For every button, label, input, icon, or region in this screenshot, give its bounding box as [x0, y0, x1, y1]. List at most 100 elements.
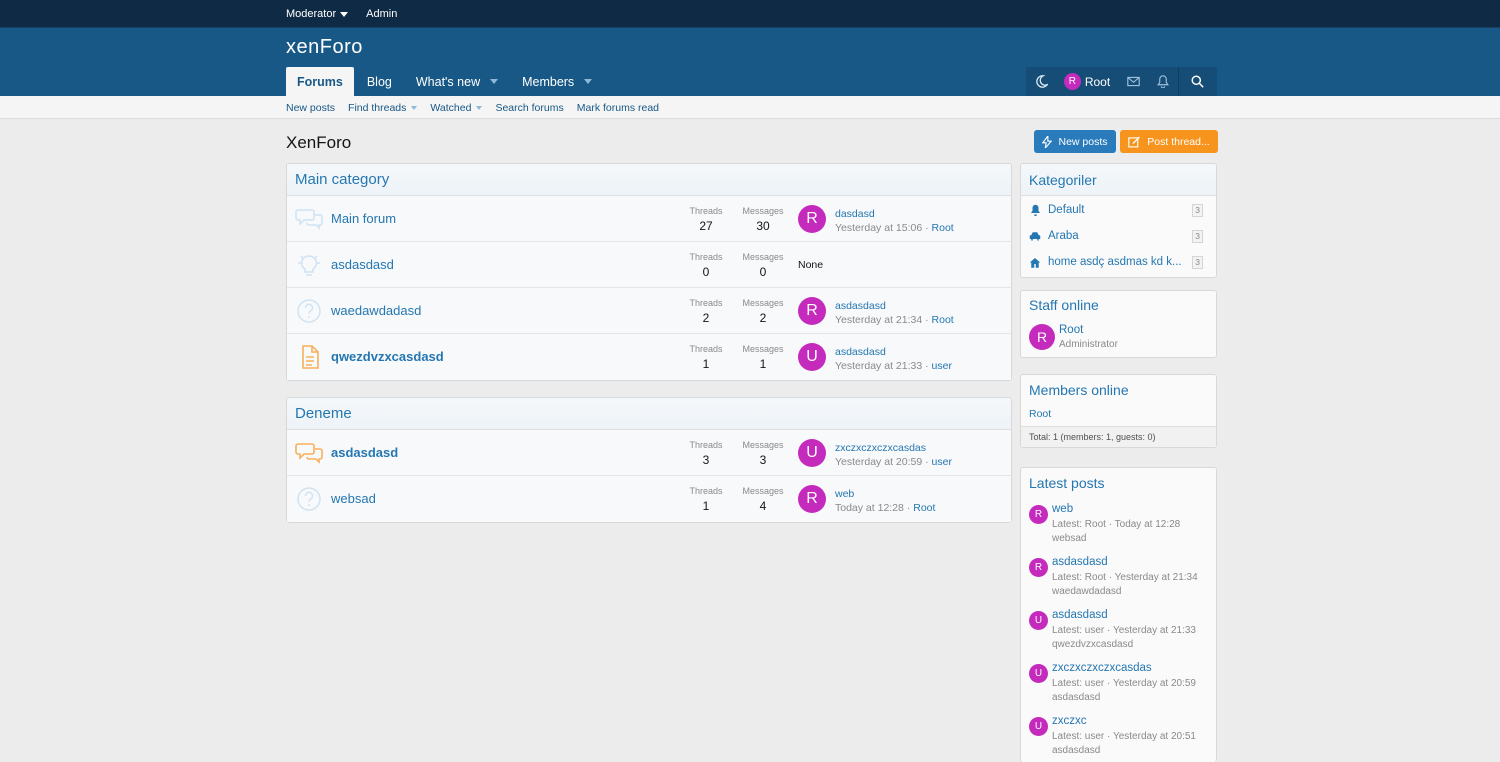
search-button[interactable] — [1178, 67, 1216, 96]
site-logo[interactable]: xenForo — [286, 36, 363, 58]
last-post-none: None — [798, 259, 824, 271]
watched-link[interactable]: Watched — [430, 102, 483, 114]
latest-post-forum[interactable]: waedawdadasd — [1052, 586, 1122, 597]
new-posts-link[interactable]: New posts — [286, 101, 336, 114]
messages-count: 1 — [759, 357, 767, 371]
count-badge: 3 — [1192, 204, 1203, 217]
tab-forums[interactable]: Forums — [286, 67, 354, 96]
kategoriler-widget: Kategoriler Default 3 Araba 3 home asdç … — [1020, 163, 1217, 278]
account-button[interactable]: R Root — [1056, 67, 1118, 96]
latest-post-forum[interactable]: qwezdvzxcasdasd — [1052, 639, 1134, 650]
forum-node: Main forum Threads 27 Messages 30 R dasdas… — [287, 196, 1011, 242]
category-block: Deneme asdasdasd Threads 3 Messages 3 U zx… — [286, 397, 1012, 523]
forum-title[interactable]: qwezdvzxcasdasd — [331, 349, 444, 364]
last-post-title[interactable]: web — [835, 488, 855, 500]
bell-icon — [1157, 75, 1169, 88]
avatar[interactable]: R — [1029, 505, 1048, 524]
members-online-widget: Members online Root Total: 1 (members: 1… — [1020, 374, 1217, 448]
page-title: XenForo — [286, 133, 352, 152]
chevron-down-icon[interactable] — [490, 79, 499, 84]
threads-count: 2 — [702, 311, 710, 325]
last-post-user[interactable]: Root — [931, 222, 954, 234]
forum-title[interactable]: asdasdasd — [331, 445, 399, 460]
avatar[interactable]: U — [798, 439, 826, 467]
forum-node: asdasdasd Threads 3 Messages 3 U zxczxczxc… — [287, 430, 1011, 476]
post-thread-button[interactable]: Post thread... — [1120, 130, 1218, 153]
category-link-default[interactable]: Default 3 — [1021, 197, 1216, 223]
chevron-down-icon — [411, 105, 418, 110]
forum-node: websad Threads 1 Messages 4 R web Today at… — [287, 476, 1011, 522]
category-link-home[interactable]: home asdç asdmas kd k... 3 — [1021, 249, 1216, 275]
document-icon — [302, 345, 319, 369]
home-icon — [1029, 256, 1041, 268]
search-icon — [1191, 75, 1204, 88]
latest-post-title[interactable]: zxczxc — [1052, 715, 1087, 727]
last-post-user[interactable]: user — [931, 360, 952, 372]
moderator-menu[interactable]: Moderator — [286, 8, 349, 20]
last-post-title[interactable]: dasdasd — [835, 208, 875, 220]
tab-members[interactable]: Members — [511, 67, 603, 96]
latest-post-item: R web Latest: Root · Today at 12:28 webs… — [1021, 498, 1216, 551]
count-badge: 3 — [1192, 256, 1203, 269]
forum-title[interactable]: waedawdadasd — [331, 303, 422, 318]
category-link-araba[interactable]: Araba 3 — [1021, 223, 1216, 249]
avatar[interactable]: R — [798, 297, 826, 325]
avatar[interactable]: U — [1029, 664, 1048, 683]
forum-title[interactable]: websad — [331, 491, 376, 506]
avatar[interactable]: R — [1029, 558, 1048, 577]
inbox-button[interactable] — [1118, 67, 1148, 96]
latest-post-title[interactable]: web — [1052, 503, 1074, 515]
last-post-user[interactable]: Root — [931, 314, 954, 326]
staff-bar: Moderator Admin — [0, 0, 1500, 28]
latest-post-forum[interactable]: websad — [1052, 533, 1087, 544]
avatar[interactable]: U — [1029, 611, 1048, 630]
threads-count: 3 — [702, 453, 710, 467]
forum-title[interactable]: asdasdasd — [331, 257, 394, 272]
threads-count: 1 — [702, 357, 710, 371]
chevron-down-icon — [340, 11, 349, 17]
sub-nav: New posts Find threads Watched Search fo… — [0, 96, 1500, 119]
last-post-title[interactable]: asdasdasd — [835, 300, 886, 312]
widget-title: Kategoriler — [1021, 164, 1216, 196]
category-block: Main category Main forum Threads 27 Messa… — [286, 163, 1012, 381]
admin-link[interactable]: Admin — [366, 8, 398, 20]
question-circle-icon — [297, 299, 321, 323]
latest-post-forum[interactable]: asdasdasd — [1052, 692, 1101, 703]
account-name: Root — [1084, 74, 1111, 89]
mark-forums-read-link[interactable]: Mark forums read — [576, 101, 660, 114]
latest-post-item: R asdasdasd Latest: Root · Yesterday at … — [1021, 551, 1216, 604]
staff-name[interactable]: Root — [1059, 324, 1084, 336]
theme-toggle-button[interactable] — [1026, 67, 1056, 96]
forum-node: asdasdasd Threads 0 Messages 0 None — [287, 242, 1011, 288]
staff-online-widget: Staff online R Root Administrator — [1020, 290, 1217, 358]
latest-post-title[interactable]: asdasdasd — [1052, 556, 1108, 568]
site-header: xenForo Forums Blog What's new Members R… — [0, 28, 1500, 96]
last-post-title[interactable]: zxczxczxczxcasdas — [835, 442, 927, 454]
forum-node: qwezdvzxcasdasd Threads 1 Messages 1 U asd… — [287, 334, 1011, 380]
tab-whats-new[interactable]: What's new — [405, 67, 509, 96]
category-title[interactable]: Deneme — [287, 398, 1011, 430]
latest-post-title[interactable]: zxczxczxczxcasdas — [1052, 662, 1152, 674]
forum-title[interactable]: Main forum — [331, 211, 397, 226]
chevron-down-icon[interactable] — [584, 79, 593, 84]
avatar[interactable]: U — [798, 343, 826, 371]
new-posts-button[interactable]: New posts — [1034, 130, 1116, 153]
tab-blog[interactable]: Blog — [366, 74, 392, 89]
last-post-user[interactable]: Root — [913, 502, 936, 514]
avatar[interactable]: R — [1029, 324, 1055, 350]
online-member-link[interactable]: Root — [1029, 408, 1052, 420]
avatar[interactable]: R — [798, 205, 826, 233]
latest-post-title[interactable]: asdasdasd — [1052, 609, 1108, 621]
avatar[interactable]: R — [798, 485, 826, 513]
last-post-user[interactable]: user — [931, 456, 952, 468]
messages-count: 2 — [759, 311, 767, 325]
find-threads-link[interactable]: Find threads — [348, 102, 418, 114]
search-forums-link[interactable]: Search forums — [495, 101, 564, 114]
category-title[interactable]: Main category — [287, 164, 1011, 196]
forum-unread-icon — [295, 443, 323, 464]
messages-count: 3 — [759, 453, 767, 467]
latest-post-forum[interactable]: asdasdasd — [1052, 745, 1101, 756]
last-post-title[interactable]: asdasdasd — [835, 346, 886, 358]
avatar[interactable]: U — [1029, 717, 1048, 736]
alerts-button[interactable] — [1148, 67, 1178, 96]
